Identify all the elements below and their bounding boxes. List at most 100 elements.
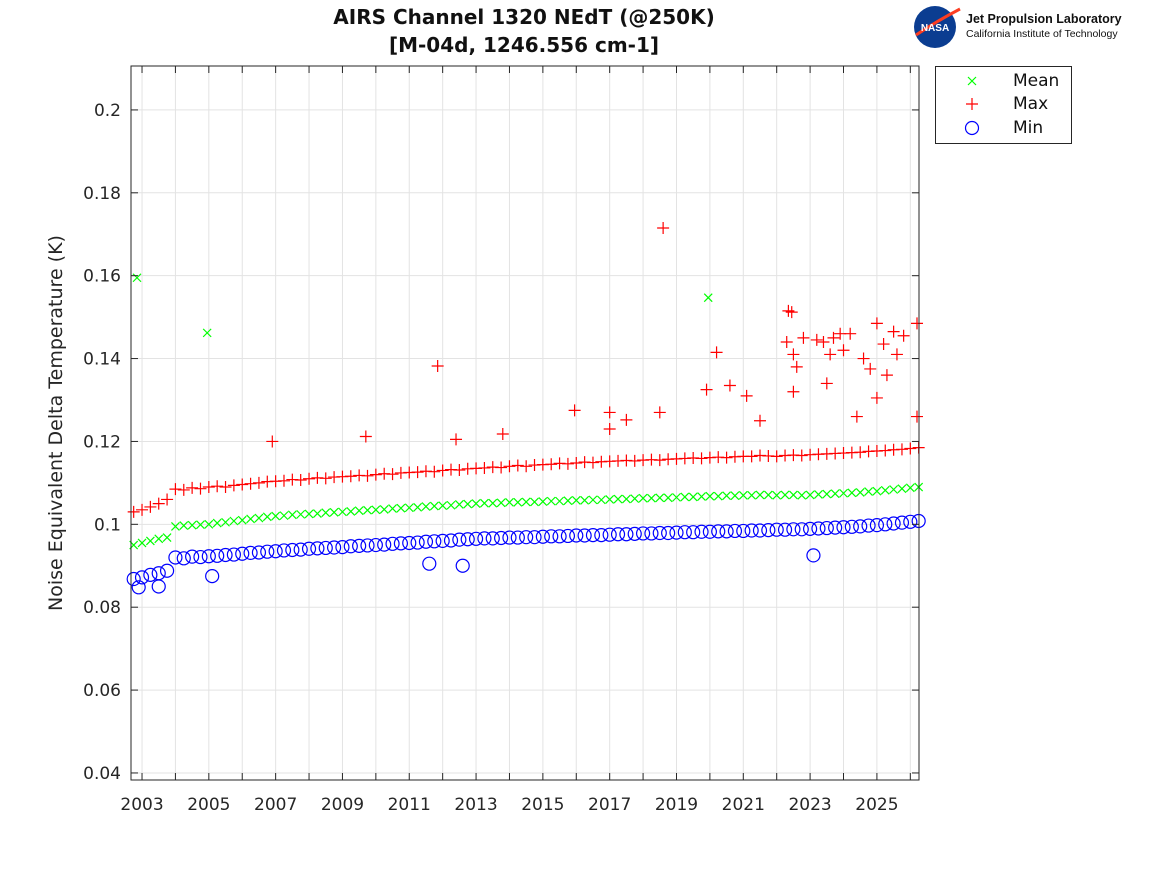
max-marker — [236, 478, 249, 491]
max-marker — [782, 304, 795, 317]
min-marker — [761, 523, 776, 538]
mean-marker — [613, 494, 623, 504]
max-marker — [653, 406, 666, 419]
mean-marker — [822, 489, 832, 499]
max-marker — [194, 482, 207, 495]
min-marker — [243, 545, 258, 561]
min-marker — [853, 519, 868, 534]
max-marker — [827, 331, 840, 344]
mean-marker — [697, 492, 706, 501]
mean-marker — [404, 503, 414, 513]
mean-marker — [663, 493, 673, 503]
mean-marker — [647, 493, 656, 503]
mean-marker — [246, 514, 256, 524]
jpl-logo: NASA Jet Propulsion Laboratory Californi… — [912, 5, 1162, 49]
max-marker — [700, 383, 713, 396]
mean-marker — [571, 495, 581, 505]
min-marker — [806, 548, 821, 563]
max-marker — [303, 472, 316, 485]
min-marker — [343, 539, 358, 554]
legend-item-min: Min — [936, 117, 1071, 139]
max-marker — [428, 465, 441, 478]
mean-marker — [655, 493, 665, 503]
min-marker — [702, 524, 717, 539]
min-marker — [494, 530, 509, 546]
min-marker — [694, 524, 709, 539]
mean-marker — [638, 493, 648, 503]
min-marker — [786, 522, 801, 537]
min-marker — [393, 536, 409, 551]
mean-marker — [680, 492, 690, 502]
min-marker — [235, 546, 250, 561]
min-marker — [427, 534, 442, 549]
x-tick-label: 2023 — [788, 795, 831, 815]
mean-marker — [354, 506, 364, 516]
mean-marker — [621, 494, 631, 504]
mean-marker — [463, 499, 473, 509]
max-marker — [294, 473, 307, 486]
chart-title-line-2: [M-04d, 1246.556 cm-1] — [388, 33, 660, 57]
y-tick-label: 0.06 — [83, 681, 121, 701]
mean-marker — [429, 501, 439, 511]
y-tick-label: 0.14 — [83, 350, 121, 370]
mean-marker — [705, 491, 715, 501]
mean-marker — [346, 507, 356, 516]
mean-marker — [855, 487, 865, 497]
min-marker — [443, 533, 459, 548]
y-axis-label: Noise Equivalent Delta Temperature (K) — [45, 235, 67, 611]
x-tick-label: 2007 — [254, 795, 297, 815]
mean-marker — [187, 520, 197, 530]
min-marker — [627, 526, 642, 541]
mean-marker — [747, 490, 757, 500]
mean-marker — [713, 491, 723, 501]
min-marker — [677, 525, 692, 540]
mean-marker — [154, 534, 164, 544]
min-marker — [193, 549, 208, 565]
y-tick-label: 0.08 — [83, 598, 121, 618]
max-marker — [723, 379, 736, 392]
y-tick-label: 0.18 — [83, 184, 121, 204]
mean-marker — [530, 497, 539, 507]
min-marker — [268, 544, 283, 559]
mean-marker — [338, 507, 347, 517]
max-marker — [780, 335, 793, 348]
min-marker — [594, 527, 609, 543]
mean-marker — [563, 496, 573, 506]
min-marker — [326, 540, 342, 555]
max-marker — [511, 459, 524, 472]
min-marker — [769, 522, 784, 537]
min-marker — [544, 529, 559, 544]
mean-marker — [179, 521, 189, 530]
min-marker — [318, 540, 333, 556]
max-marker — [386, 468, 399, 481]
max-marker — [787, 348, 800, 361]
mean-marker — [688, 492, 698, 502]
y-tick-label: 0.16 — [83, 267, 121, 287]
min-marker — [301, 541, 317, 556]
max-marker — [890, 348, 903, 361]
min-marker — [360, 538, 375, 553]
x-marker-icon — [967, 76, 977, 86]
max-marker — [136, 503, 149, 516]
mean-marker — [304, 509, 314, 519]
mean-marker — [204, 519, 214, 529]
x-tick-label: 2011 — [388, 795, 431, 815]
mean-marker — [738, 490, 748, 500]
mean-marker — [521, 497, 531, 507]
legend-label: Max — [1013, 94, 1049, 114]
max-marker — [910, 317, 923, 330]
circle-marker-icon — [964, 120, 980, 136]
max-marker — [344, 470, 357, 483]
min-marker — [510, 530, 525, 545]
mean-marker — [237, 515, 247, 525]
mean-marker — [229, 516, 239, 526]
min-marker — [828, 520, 843, 535]
max-marker — [202, 481, 215, 494]
min-marker — [844, 519, 859, 534]
mean-marker — [287, 510, 297, 520]
plus-marker-icon — [966, 98, 978, 110]
max-marker — [887, 325, 900, 338]
min-marker — [151, 579, 166, 594]
mean-marker — [454, 500, 464, 509]
mean-marker — [438, 501, 448, 511]
